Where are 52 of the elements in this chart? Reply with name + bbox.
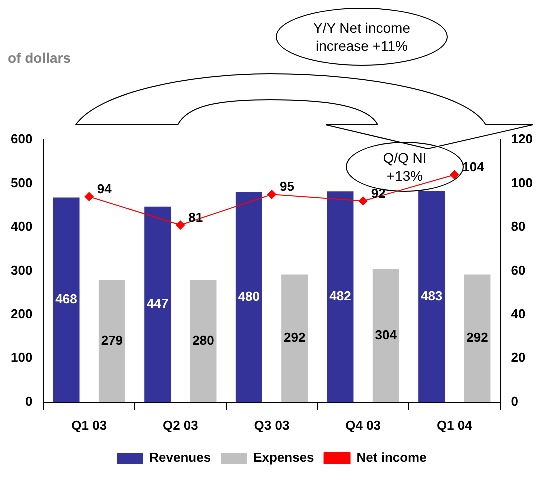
data-label: 480	[238, 289, 260, 304]
bar	[327, 192, 354, 402]
y-tick-label: 300	[10, 262, 33, 278]
y2-tick-label: 100	[511, 175, 534, 190]
bar	[190, 280, 217, 402]
bar	[372, 269, 400, 402]
data-label: 304	[375, 328, 398, 343]
data-label: 468	[56, 292, 78, 307]
x-tick-label: Q3 03	[254, 418, 290, 433]
ellipse-callout: Y/Y Net income increase +11%	[276, 8, 448, 66]
x-tick-label: Q1 04	[436, 418, 474, 433]
y2-tick-label: 120	[511, 132, 534, 147]
y2-tick-label: 20	[511, 350, 526, 366]
bar	[236, 192, 262, 402]
bar	[282, 274, 308, 402]
bar	[53, 198, 80, 402]
point	[84, 192, 94, 202]
data-label: 292	[466, 330, 488, 346]
y-tick-label: 200	[10, 306, 33, 322]
x-tick-label: Q2 03	[162, 418, 198, 433]
data-label: 279	[101, 332, 124, 348]
y-tick-label: 100	[10, 350, 33, 366]
y2-tick-label: 80	[511, 219, 526, 234]
point	[450, 170, 460, 180]
point	[358, 196, 368, 206]
bar	[98, 280, 126, 402]
x-tick-label: Q4 03	[346, 418, 382, 433]
y-tick-label: 400	[10, 219, 33, 234]
legend-label: Revenues	[150, 450, 212, 466]
data-label: 483	[420, 288, 443, 304]
point	[176, 220, 186, 230]
legend-label: Net income	[356, 450, 427, 466]
bar	[464, 274, 491, 402]
y2-tick-label: 0	[511, 394, 519, 409]
legend-label: Expenses	[254, 450, 314, 466]
y2-tick-label: 60	[511, 262, 526, 278]
x-tick-label: Q1 03	[72, 418, 108, 433]
data-label: 104	[462, 160, 486, 175]
y-tick-label: 600	[10, 132, 33, 147]
data-label: 280	[192, 332, 214, 348]
data-label: 292	[284, 330, 306, 346]
point	[268, 190, 276, 200]
bar	[144, 206, 172, 402]
y2-tick-label: 40	[511, 306, 526, 322]
data-label: 94	[97, 181, 113, 196]
data-label: 482	[330, 288, 352, 304]
data-label: 447	[146, 296, 169, 312]
bar	[418, 191, 446, 402]
y-tick-label: 500	[10, 175, 33, 190]
chart-title: of dollars	[8, 50, 72, 66]
data-label: 95	[280, 179, 294, 194]
y-tick-label: 0	[25, 394, 33, 409]
